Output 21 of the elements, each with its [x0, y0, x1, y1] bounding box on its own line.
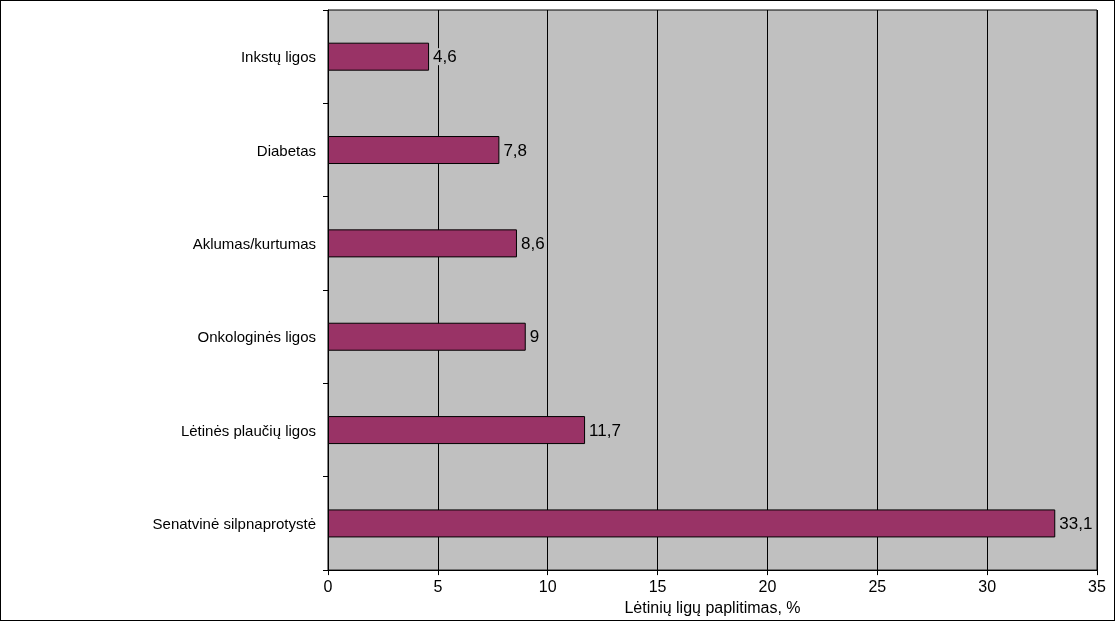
x-tick-label: 5: [433, 577, 443, 595]
x-tick-label: 0: [323, 577, 333, 595]
y-tick-label: Lėtinės plaučių ligos: [180, 421, 316, 439]
y-tick-label: Aklumas/kurtumas: [192, 234, 316, 252]
y-tick-label: Senatvinė silpnaprotystė: [152, 514, 316, 532]
y-tick-label: Onkologinės ligos: [197, 328, 316, 346]
x-tick-label: 20: [758, 577, 777, 595]
x-tick-label: 15: [648, 577, 667, 595]
data-label: 9: [529, 327, 540, 347]
data-label: 8,6: [520, 233, 545, 253]
data-label: 33,1: [1059, 513, 1093, 533]
y-tick-label: Inkstų ligos: [240, 48, 316, 66]
y-tick-label: Diabetas: [256, 141, 316, 159]
x-tick-label: 30: [978, 577, 997, 595]
x-tick-label: 35: [1088, 577, 1106, 595]
x-tick-label: 25: [868, 577, 887, 595]
x-tick-label: 10: [538, 577, 557, 595]
data-label: 11,7: [589, 420, 621, 440]
data-label: 4,6: [433, 47, 457, 67]
x-axis-title: Lėtinių ligų paplitimas, %: [624, 598, 801, 616]
data-label: 7,8: [503, 140, 528, 160]
